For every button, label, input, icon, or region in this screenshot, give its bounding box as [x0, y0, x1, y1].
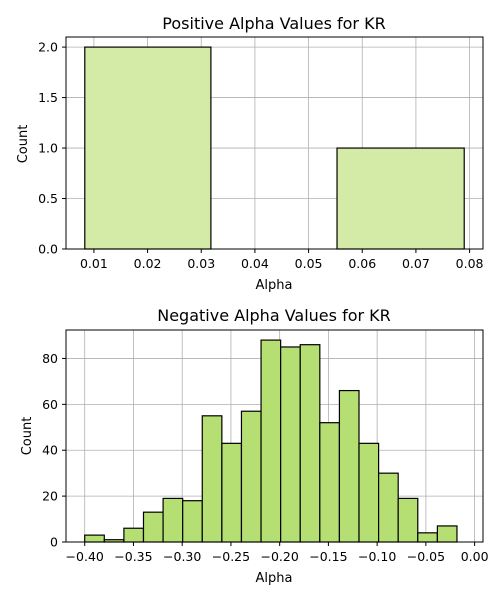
x-tick-label: −0.10: [358, 549, 396, 564]
y-tick-label: 80: [42, 351, 58, 366]
histogram-bar: [417, 532, 438, 543]
y-axis-label: Count: [16, 125, 31, 164]
y-tick-label: 1.5: [38, 90, 58, 105]
y-tick-label: 2.0: [38, 40, 58, 55]
y-tick-label: 40: [42, 443, 58, 458]
axes-frame: [65, 36, 484, 250]
y-tick-label: 0.0: [38, 242, 58, 257]
positive-alpha-histogram: Positive Alpha Values for KR Alpha Count…: [16, 14, 484, 293]
x-tick-label: −0.20: [261, 549, 299, 564]
x-tick-label: −0.15: [309, 549, 347, 564]
chart-title: Positive Alpha Values for KR: [162, 14, 385, 33]
histogram-bar: [201, 415, 223, 543]
histogram-bar: [378, 472, 399, 543]
x-tick-label: 0.00: [461, 549, 489, 564]
y-tick-label: 60: [42, 397, 58, 412]
x-axis-label: Alpha: [256, 278, 293, 293]
histogram-bar: [162, 497, 184, 543]
x-tick-label: −0.35: [114, 549, 152, 564]
histogram-bar: [221, 442, 243, 543]
histogram-bar: [84, 534, 105, 543]
y-tick-label: 0.5: [38, 191, 58, 206]
x-tick-label: −0.30: [163, 549, 201, 564]
histogram-bar: [336, 147, 465, 250]
histogram-bar: [338, 389, 360, 543]
x-tick-label: 0.05: [295, 256, 323, 271]
x-tick-label: −0.05: [407, 549, 445, 564]
y-axis-label: Count: [20, 417, 35, 456]
histogram-bar: [123, 527, 145, 543]
histogram-bar: [319, 422, 341, 543]
histogram-bar: [84, 46, 212, 250]
histogram-bar: [397, 497, 419, 543]
x-tick-label: 0.08: [456, 256, 484, 271]
x-tick-label: 0.06: [348, 256, 376, 271]
x-tick-label: 0.01: [80, 256, 108, 271]
x-tick-label: −0.25: [212, 549, 250, 564]
x-axis-label: Alpha: [256, 571, 293, 586]
x-tick-label: 0.02: [134, 256, 162, 271]
axes-frame: [65, 329, 484, 543]
x-tick-label: −0.40: [66, 549, 104, 564]
histogram-bar: [142, 511, 164, 543]
histogram-bar: [358, 442, 380, 543]
histogram-bar: [280, 346, 301, 543]
y-tick-label: 20: [42, 489, 58, 504]
histogram-bar: [260, 339, 282, 543]
negative-alpha-histogram: Negative Alpha Values for KR Alpha Count…: [20, 306, 489, 586]
bars: [84, 339, 458, 543]
y-tick-label: 0: [50, 535, 58, 550]
histogram-bar: [240, 410, 262, 543]
chart-title: Negative Alpha Values for KR: [157, 306, 391, 325]
x-tick-label: 0.04: [241, 256, 269, 271]
histogram-bar: [182, 500, 203, 543]
histogram-bar: [436, 525, 458, 543]
bars: [84, 46, 465, 250]
y-tick-label: 1.0: [38, 141, 58, 156]
x-tick-label: 0.07: [402, 256, 430, 271]
x-tick-label: 0.03: [187, 256, 215, 271]
histogram-bar: [299, 344, 321, 543]
